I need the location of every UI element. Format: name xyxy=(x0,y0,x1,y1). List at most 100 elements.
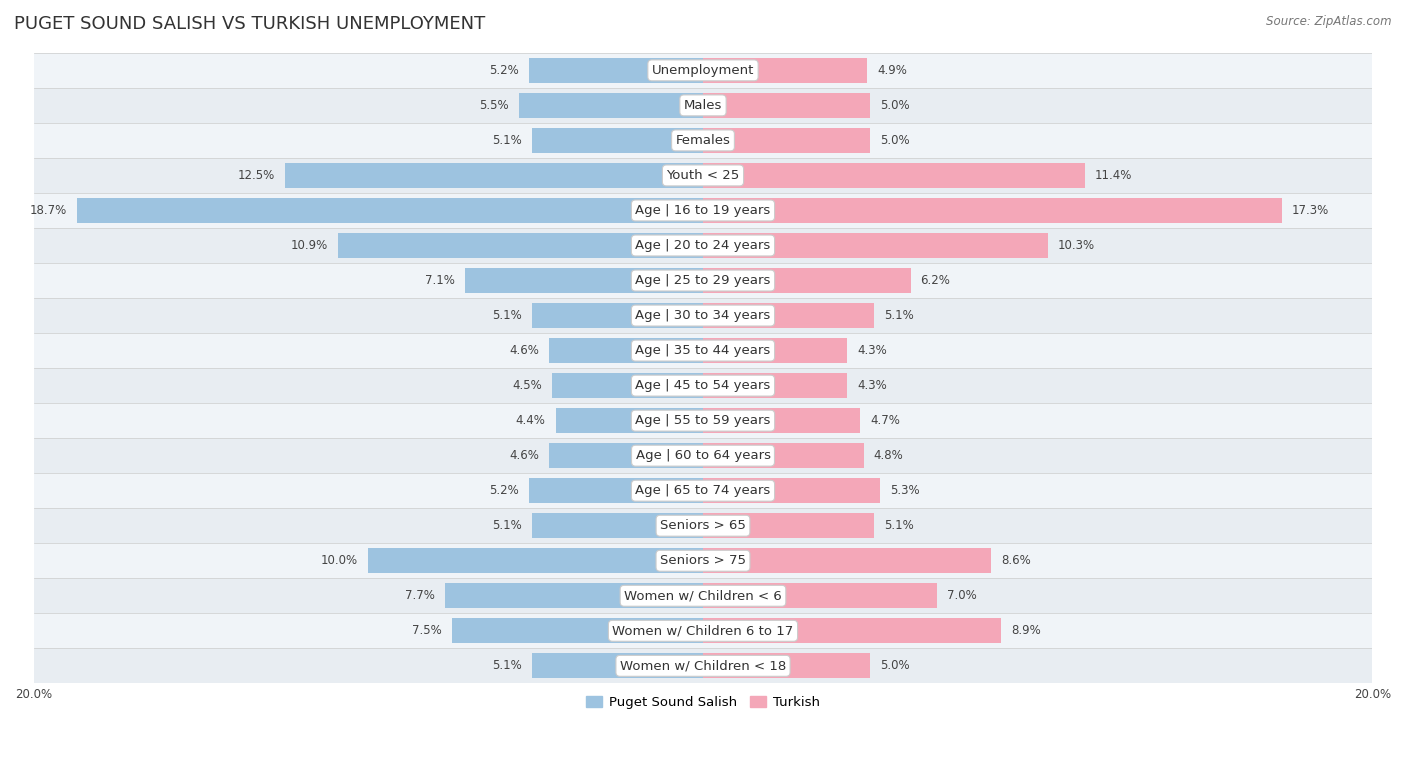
Text: 10.0%: 10.0% xyxy=(321,554,359,567)
Bar xyxy=(34,648,1372,684)
Bar xyxy=(368,548,703,573)
Bar xyxy=(34,438,1372,473)
Text: Seniors > 75: Seniors > 75 xyxy=(659,554,747,567)
Text: 5.1%: 5.1% xyxy=(492,519,522,532)
Bar xyxy=(34,544,1372,578)
Bar xyxy=(533,303,703,329)
Bar xyxy=(34,368,1372,403)
Bar xyxy=(703,653,870,678)
Text: Youth < 25: Youth < 25 xyxy=(666,169,740,182)
Bar xyxy=(446,583,703,609)
Bar xyxy=(703,548,991,573)
Text: 10.3%: 10.3% xyxy=(1057,239,1095,252)
Text: 7.5%: 7.5% xyxy=(412,625,441,637)
Bar xyxy=(703,268,911,293)
Bar xyxy=(533,653,703,678)
Bar xyxy=(34,578,1372,613)
Bar xyxy=(34,508,1372,544)
Bar xyxy=(703,233,1047,258)
Text: Females: Females xyxy=(675,134,731,147)
Bar xyxy=(465,268,703,293)
Text: PUGET SOUND SALISH VS TURKISH UNEMPLOYMENT: PUGET SOUND SALISH VS TURKISH UNEMPLOYME… xyxy=(14,15,485,33)
Bar xyxy=(34,403,1372,438)
Bar xyxy=(703,338,846,363)
Bar xyxy=(34,473,1372,508)
Text: Age | 45 to 54 years: Age | 45 to 54 years xyxy=(636,379,770,392)
Bar xyxy=(34,333,1372,368)
Text: 7.0%: 7.0% xyxy=(948,589,977,603)
Text: Age | 20 to 24 years: Age | 20 to 24 years xyxy=(636,239,770,252)
Text: 4.6%: 4.6% xyxy=(509,449,538,463)
Text: Women w/ Children 6 to 17: Women w/ Children 6 to 17 xyxy=(613,625,793,637)
Bar xyxy=(548,443,703,469)
Text: 11.4%: 11.4% xyxy=(1095,169,1132,182)
Bar xyxy=(703,58,868,83)
Text: 5.1%: 5.1% xyxy=(492,134,522,147)
Bar xyxy=(451,618,703,643)
Text: 5.1%: 5.1% xyxy=(492,659,522,672)
Text: 5.2%: 5.2% xyxy=(489,484,519,497)
Bar xyxy=(703,373,846,398)
Text: 4.3%: 4.3% xyxy=(858,379,887,392)
Bar xyxy=(34,158,1372,193)
Bar xyxy=(34,298,1372,333)
Text: 18.7%: 18.7% xyxy=(30,204,67,217)
Text: 10.9%: 10.9% xyxy=(291,239,328,252)
Text: Unemployment: Unemployment xyxy=(652,64,754,77)
Text: 8.6%: 8.6% xyxy=(1001,554,1031,567)
Bar xyxy=(555,408,703,433)
Bar xyxy=(529,478,703,503)
Bar xyxy=(703,163,1084,188)
Bar xyxy=(77,198,703,223)
Bar xyxy=(703,478,880,503)
Bar xyxy=(533,128,703,153)
Bar xyxy=(34,53,1372,88)
Text: 4.7%: 4.7% xyxy=(870,414,900,427)
Bar xyxy=(703,303,873,329)
Legend: Puget Sound Salish, Turkish: Puget Sound Salish, Turkish xyxy=(581,691,825,715)
Bar xyxy=(34,88,1372,123)
Text: 7.7%: 7.7% xyxy=(405,589,436,603)
Text: 4.4%: 4.4% xyxy=(516,414,546,427)
Text: 5.1%: 5.1% xyxy=(884,519,914,532)
Text: Age | 35 to 44 years: Age | 35 to 44 years xyxy=(636,344,770,357)
Text: 5.3%: 5.3% xyxy=(890,484,920,497)
Text: 12.5%: 12.5% xyxy=(238,169,274,182)
Text: 5.5%: 5.5% xyxy=(479,99,509,112)
Text: 4.5%: 4.5% xyxy=(513,379,543,392)
Bar xyxy=(34,228,1372,263)
Text: 5.1%: 5.1% xyxy=(884,309,914,322)
Text: Seniors > 65: Seniors > 65 xyxy=(659,519,747,532)
Bar xyxy=(703,618,1001,643)
Bar xyxy=(34,193,1372,228)
Text: 5.2%: 5.2% xyxy=(489,64,519,77)
Bar xyxy=(548,338,703,363)
Text: Source: ZipAtlas.com: Source: ZipAtlas.com xyxy=(1267,15,1392,28)
Text: 4.6%: 4.6% xyxy=(509,344,538,357)
Text: 4.9%: 4.9% xyxy=(877,64,907,77)
Text: 4.8%: 4.8% xyxy=(873,449,904,463)
Text: Age | 16 to 19 years: Age | 16 to 19 years xyxy=(636,204,770,217)
Text: Women w/ Children < 18: Women w/ Children < 18 xyxy=(620,659,786,672)
Bar xyxy=(34,613,1372,648)
Text: Age | 60 to 64 years: Age | 60 to 64 years xyxy=(636,449,770,463)
Text: Age | 25 to 29 years: Age | 25 to 29 years xyxy=(636,274,770,287)
Text: 8.9%: 8.9% xyxy=(1011,625,1040,637)
Text: 4.3%: 4.3% xyxy=(858,344,887,357)
Text: 5.0%: 5.0% xyxy=(880,659,910,672)
Bar xyxy=(703,128,870,153)
Bar xyxy=(703,583,938,609)
Bar xyxy=(703,408,860,433)
Bar xyxy=(703,93,870,118)
Bar xyxy=(703,513,873,538)
Bar xyxy=(703,198,1282,223)
Text: 5.0%: 5.0% xyxy=(880,134,910,147)
Bar xyxy=(553,373,703,398)
Bar xyxy=(339,233,703,258)
Text: Age | 55 to 59 years: Age | 55 to 59 years xyxy=(636,414,770,427)
Text: 7.1%: 7.1% xyxy=(426,274,456,287)
Text: Males: Males xyxy=(683,99,723,112)
Text: Women w/ Children < 6: Women w/ Children < 6 xyxy=(624,589,782,603)
Bar xyxy=(34,123,1372,158)
Text: 17.3%: 17.3% xyxy=(1292,204,1329,217)
